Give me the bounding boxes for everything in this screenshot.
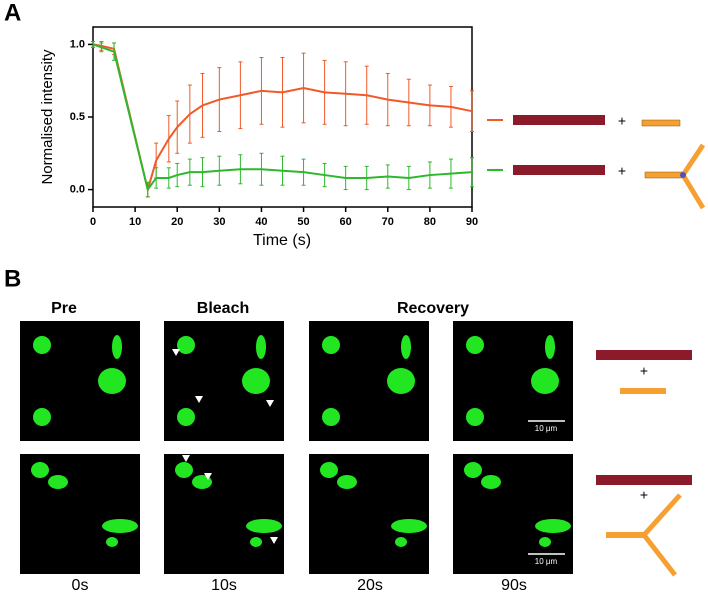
bleach-arrow [270, 537, 278, 544]
column-header: Recovery [397, 300, 469, 317]
condensate [481, 475, 501, 489]
filament-icon [513, 115, 605, 125]
condensate [98, 368, 126, 394]
x-tick-label: 70 [382, 216, 394, 228]
rod-icon [644, 171, 684, 179]
filament-icon [596, 475, 692, 485]
condensate [545, 335, 555, 359]
condensate [102, 519, 138, 533]
condensate [33, 408, 51, 426]
y-tick-label: 0.5 [70, 111, 85, 123]
bleach-arrow [204, 473, 212, 480]
panel-label: B [4, 265, 21, 292]
rod-icon [642, 493, 682, 537]
condensate [391, 519, 427, 533]
scale-bar-label: 10 μm [535, 557, 558, 566]
bleach-arrow [195, 396, 203, 403]
filament-icon [596, 350, 692, 360]
condensate [177, 408, 195, 426]
plus: + [640, 363, 648, 379]
condensate [531, 368, 559, 394]
x-tick-label: 30 [213, 216, 225, 228]
panel-label: A [4, 0, 21, 26]
condensate [246, 519, 282, 533]
rod-icon [642, 533, 677, 577]
condensate [322, 408, 340, 426]
time-label: 0s [72, 577, 89, 594]
condensate [337, 475, 357, 489]
rod-icon [620, 388, 666, 394]
condensate [322, 336, 340, 354]
plus: + [618, 163, 626, 179]
condensate [466, 336, 484, 354]
rod-icon [680, 173, 706, 210]
filament-icon [513, 165, 605, 175]
y-axis-label: Normalised intensity [39, 49, 56, 185]
scale-bar-label: 10 μm [535, 424, 558, 433]
x-tick-label: 50 [297, 216, 309, 228]
y-tick-label: 1.0 [70, 38, 85, 50]
condensate [31, 462, 49, 478]
condensate [539, 537, 551, 547]
rod-icon [680, 143, 706, 177]
series-line [92, 43, 473, 194]
rod-icon [606, 532, 644, 538]
bleach-arrow [266, 400, 274, 407]
junction-icon [680, 172, 686, 178]
x-axis-label: Time (s) [253, 232, 311, 249]
x-tick-label: 90 [466, 216, 478, 228]
plus: + [618, 113, 626, 129]
condensate [535, 519, 571, 533]
condensate [48, 475, 68, 489]
condensate [106, 537, 118, 547]
x-tick-label: 0 [90, 216, 96, 228]
condensate [192, 475, 212, 489]
column-header: Pre [51, 300, 77, 317]
condensate [175, 462, 193, 478]
condensate [401, 335, 411, 359]
x-tick-label: 60 [340, 216, 352, 228]
x-tick-label: 10 [129, 216, 141, 228]
x-tick-label: 80 [424, 216, 436, 228]
condensate [112, 335, 122, 359]
time-label: 20s [357, 577, 383, 594]
condensate [320, 462, 338, 478]
condensate [464, 462, 482, 478]
y-tick-label: 0.0 [70, 183, 85, 195]
condensate [395, 537, 407, 547]
x-tick-label: 40 [255, 216, 267, 228]
condensate [387, 368, 415, 394]
condensate [250, 537, 262, 547]
microscopy-panel: + + Pre Bleach Recovery 0s 10s 20s 90s [51, 300, 692, 594]
condensate [33, 336, 51, 354]
x-tick-label: 20 [171, 216, 183, 228]
condensate [242, 368, 270, 394]
column-header: Bleach [197, 300, 249, 317]
series-line [92, 43, 473, 192]
bleach-arrow [172, 349, 180, 356]
bleach-arrow [182, 455, 190, 462]
plus: + [640, 487, 648, 503]
condensate [466, 408, 484, 426]
legend: + + [513, 113, 706, 210]
time-label: 10s [211, 577, 237, 594]
condensate [256, 335, 266, 359]
time-label: 90s [501, 577, 527, 594]
rod-icon [641, 119, 681, 127]
condensate [177, 336, 195, 354]
